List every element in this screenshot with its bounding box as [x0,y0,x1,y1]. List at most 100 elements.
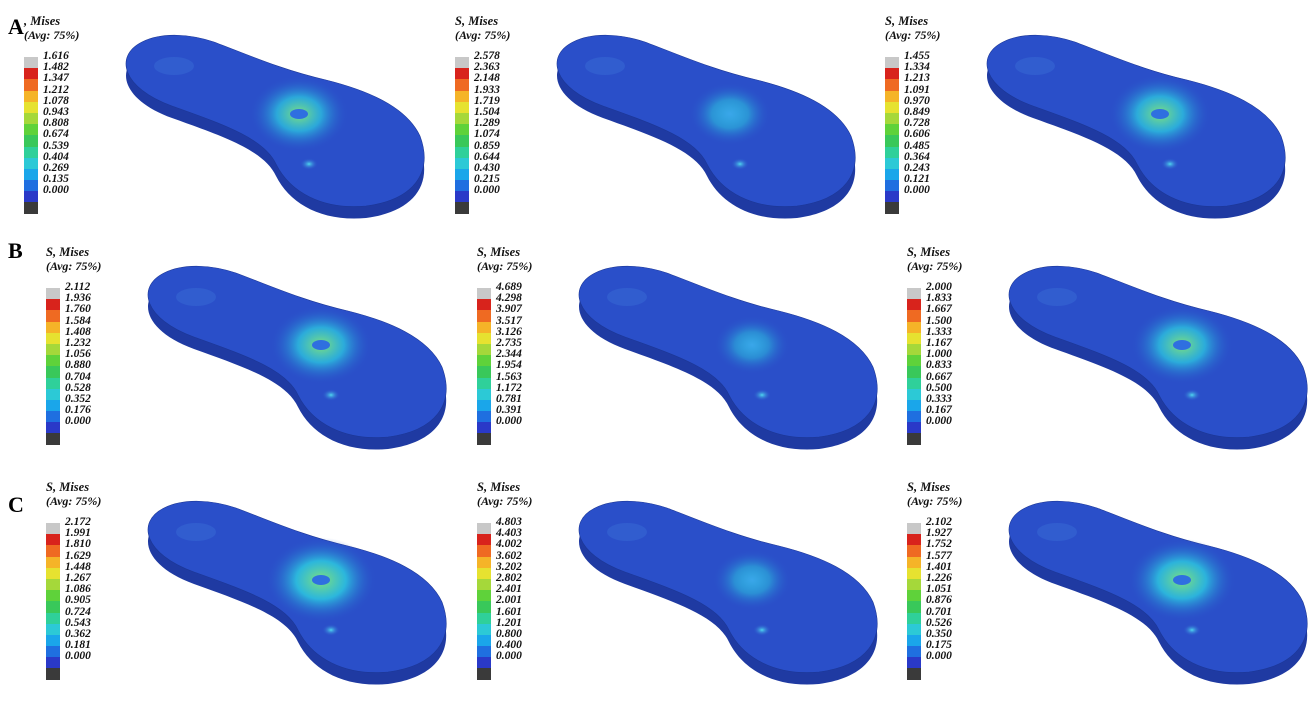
color-scale-segment [907,411,921,423]
color-scale-segment [907,433,921,445]
color-scale-segment [477,523,491,535]
legend-tick-label: 1.333 [926,325,952,338]
toe-stress-spot [753,624,771,636]
color-scale-bar [24,57,38,214]
legend-tick-label: 1.752 [926,538,952,551]
legend-tick-label: 1.172 [496,381,522,394]
legend-tick-label: 1.167 [926,336,952,349]
color-scale-segment [24,135,38,147]
legend-title: , Mises [24,14,61,28]
legend-tick-label: 0.352 [65,392,91,405]
color-scale-segment [46,366,60,378]
legend-tick-label: 0.333 [926,392,952,405]
color-scale-segment [46,601,60,613]
color-scale-segment [46,411,60,423]
heel-stress-area [585,57,625,75]
color-scale-segment [907,578,921,591]
color-scale-segment [477,377,491,389]
color-scale-segment [907,399,921,412]
color-scale-segment [24,112,38,125]
legend-ticks: 2.102 1.927 1.752 1.577 1.401 1.226 1.051 0.876… [926,516,952,662]
legend-tick-label: 0.350 [926,627,952,640]
stress-panel: S, Mises (Avg: 75%) 2.112 1.936 1.760 1.584 1.… [46,245,466,473]
legend-tick-label: 1.719 [474,94,500,107]
legend-tick-label: 0.859 [474,139,500,152]
legend-tick-label: 1.232 [65,336,91,349]
color-scale-segment [455,68,469,80]
stress-legend: S, Mises (Avg: 75%) 2.112 1.936 1.760 1.584 1.… [46,245,156,473]
legend-tick-label: 1.226 [926,571,952,584]
legend-tick-label: 0.000 [496,415,522,428]
color-scale-segment [477,355,491,367]
legend-ticks: 2.578 2.363 2.148 1.933 1.719 1.504 1.289 1.074… [474,50,500,196]
legend-title: S, Mises [885,14,929,28]
toe-stress-spot [300,158,318,170]
insole-contour-plot [1008,500,1308,685]
legend-tick-label: 1.936 [65,292,91,305]
color-scale-segment [477,556,491,568]
stress-panel: S, Mises (Avg: 75%) 2.172 1.991 1.810 1.629 1.… [46,480,466,708]
legend-tick-label: 2.172 [65,516,91,528]
legend-tick-label: 1.760 [65,303,91,316]
legend-tick-label: 0.167 [926,404,952,417]
legend-tick-label: 0.526 [926,616,952,629]
legend-subtitle: (Avg: 75%) [477,259,533,273]
legend-tick-label: 2.401 [496,583,522,596]
heel-stress-area [176,523,216,541]
legend-tick-label: 2.802 [496,571,522,584]
legend-tick-label: 1.401 [926,560,952,573]
color-scale-segment [477,399,491,412]
color-scale-segment [24,180,38,192]
legend-tick-label: 0.606 [904,128,930,141]
color-scale-segment [46,668,60,680]
metatarsal-stress-hotspot [713,315,791,375]
color-scale-segment [907,422,921,434]
legend-tick-label: 2.001 [496,594,522,607]
legend-tick-label: 4.002 [496,538,522,551]
color-scale-segment [455,57,469,69]
legend-tick-label: 0.400 [496,639,522,652]
legend-title: S, Mises [455,14,499,28]
legend-subtitle: (Avg: 75%) [455,28,511,42]
color-scale-bar [46,288,60,445]
legend-tick-label: 1.500 [926,314,952,327]
color-scale-segment [46,355,60,367]
color-scale-segment [885,168,899,181]
legend-tick-label: 3.517 [496,314,522,327]
toe-stress-spot [1161,158,1179,170]
color-scale-segment [455,79,469,91]
legend-tick-label: 1.213 [904,72,930,85]
insole-contour-plot [125,34,425,219]
legend-title: S, Mises [477,480,521,494]
legend-tick-label: 1.078 [43,94,69,107]
color-scale-segment [46,545,60,557]
color-scale-segment [477,366,491,378]
color-scale-segment [24,79,38,91]
legend-tick-label: 3.907 [496,303,522,316]
legend-ticks: 1.455 1.334 1.213 1.091 0.970 0.849 0.728 0.606… [904,50,930,196]
color-scale-segment [477,646,491,658]
color-scale-segment [885,202,899,214]
legend-tick-label: 0.674 [43,128,69,141]
hotspot-center [1173,340,1191,350]
legend-tick-label: 1.455 [904,50,930,62]
color-scale-segment [885,79,899,91]
legend-subtitle: (Avg: 75%) [907,494,963,508]
color-scale-segment [907,355,921,367]
toe-stress-spot [1183,624,1201,636]
color-scale-segment [907,567,921,579]
color-scale-segment [477,668,491,680]
legend-tick-label: 0.000 [926,415,952,428]
legend-tick-label: 4.803 [496,516,522,528]
legend-tick-label: 1.629 [65,549,91,562]
legend-tick-label: 1.334 [904,61,930,74]
legend-tick-label: 0.364 [904,150,930,163]
color-scale-segment [885,124,899,136]
legend-tick-label: 0.800 [496,627,522,640]
color-scale-segment [477,567,491,579]
insole-contour-plot [1008,265,1308,450]
color-scale-bar [477,523,491,680]
color-scale-bar [907,288,921,445]
color-scale-segment [885,180,899,192]
